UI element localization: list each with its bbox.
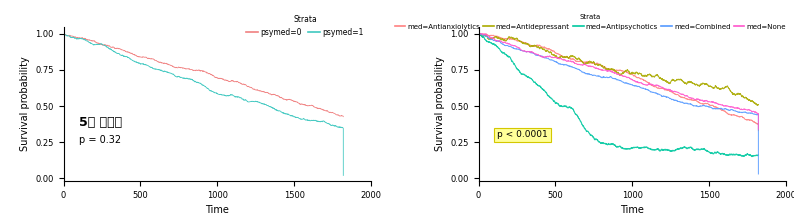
Y-axis label: Survival probability: Survival probability [20, 57, 29, 151]
X-axis label: Time: Time [206, 206, 229, 215]
Text: p < 0.0001: p < 0.0001 [497, 130, 548, 139]
Text: p = 0.32: p = 0.32 [79, 135, 121, 145]
Text: 5년 생존율: 5년 생존율 [79, 116, 122, 129]
Legend: med=Antianxiolytics, med=Antidepressant, med=Antipsychotics, med=Combined, med=N: med=Antianxiolytics, med=Antidepressant,… [391, 11, 788, 32]
Y-axis label: Survival probability: Survival probability [435, 57, 445, 151]
X-axis label: Time: Time [620, 206, 644, 215]
Legend: psymed=0, psymed=1: psymed=0, psymed=1 [243, 12, 367, 40]
